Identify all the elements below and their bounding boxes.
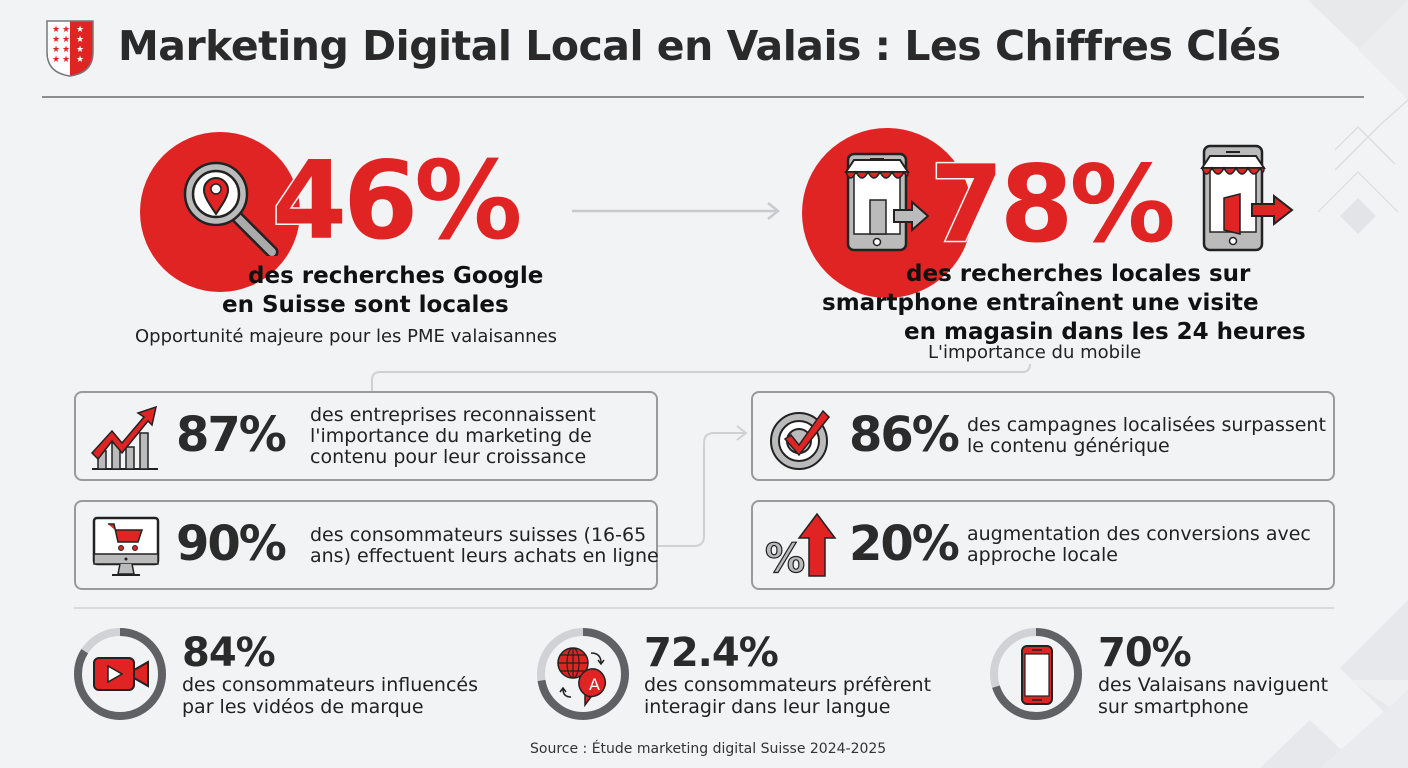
stat-card-90: 90% des consommateurs suisses (16-65 ans…: [74, 500, 659, 590]
stat-value-72-4: 72.4%: [644, 630, 779, 676]
stat-value-70: 70%: [1098, 630, 1192, 676]
card-value: 87%: [176, 407, 287, 463]
video-camera-icon: [92, 656, 150, 692]
hero-value-46: 46%: [271, 139, 525, 264]
hero-subtitle-78: L'importance du mobile: [928, 342, 1142, 363]
header-divider: [42, 96, 1364, 98]
svg-text:%: %: [765, 536, 805, 578]
page-title: Marketing Digital Local en Valais : Les …: [118, 22, 1281, 70]
card-text: des campagnes localisées surpassent le c…: [967, 414, 1326, 457]
svg-text:★: ★: [62, 55, 70, 65]
arrow-right-connector: [572, 202, 781, 220]
stat-text-84: des consommateurs influencés par les vid…: [182, 674, 479, 718]
card-value: 90%: [176, 516, 287, 572]
hero-desc-78: des recherches locales sur smartphone en…: [822, 261, 1306, 345]
stat-card-86: 86% des campagnes localisées surpassent …: [751, 391, 1335, 481]
stat-card-87: 87% des entreprises reconnaissent l'impo…: [74, 391, 658, 481]
svg-text:★: ★: [52, 45, 60, 55]
target-checkmark-icon: [767, 403, 833, 471]
card-text: des consommateurs suisses (16-65 ans) ef…: [310, 524, 659, 567]
smartphone-icon: [1020, 644, 1054, 706]
ring-progress-72: [535, 626, 631, 722]
stat-value-84: 84%: [182, 630, 276, 676]
card-value: 20%: [849, 516, 960, 572]
svg-text:★: ★: [76, 25, 84, 35]
mobile-store-door-icon: [1198, 142, 1298, 254]
svg-text:★: ★: [52, 25, 60, 35]
stat-text-70: des Valaisans naviguent sur smartphone: [1098, 674, 1329, 718]
ring-progress-84: [72, 626, 168, 722]
globe-translate-icon: A: [555, 645, 617, 708]
svg-text:★: ★: [62, 35, 70, 45]
svg-text:★: ★: [76, 55, 84, 65]
magnifier-location-pin-icon: [180, 156, 280, 259]
percent-arrow-up-icon: %: [764, 512, 847, 583]
svg-text:★: ★: [62, 25, 70, 35]
source-citation: Source : Étude marketing digital Suisse …: [530, 741, 887, 757]
svg-text:★: ★: [76, 45, 84, 55]
stat-text-72-4: des consommateurs préfèrent interagir da…: [644, 674, 932, 718]
mobile-store-exit-icon: [842, 150, 934, 254]
monitor-shopping-cart-icon: [92, 516, 160, 578]
svg-text:★: ★: [52, 35, 60, 45]
svg-text:★: ★: [52, 55, 60, 65]
hero-value-78: 78%: [929, 143, 1178, 266]
card-text: des entreprises reconnaissent l'importan…: [310, 404, 596, 468]
stat-card-20: % 20% augmentation des conversions avec …: [751, 500, 1335, 590]
svg-text:A: A: [589, 675, 600, 694]
hero-desc-46: des recherches Google en Suisse sont loc…: [222, 263, 544, 318]
valais-crest-icon: ★ ★ ★ ★ ★ ★ ★ ★ ★ ★ ★ ★: [44, 18, 96, 78]
ring-progress-70: [988, 626, 1084, 722]
hero-subtitle-46: Opportunité majeure pour les PME valaisa…: [135, 326, 558, 347]
card-value: 86%: [849, 407, 960, 463]
svg-text:★: ★: [76, 35, 84, 45]
svg-text:★: ★: [62, 45, 70, 55]
growth-chart-arrow-icon: [90, 403, 160, 471]
card-text: augmentation des conversions avec approc…: [967, 523, 1311, 566]
